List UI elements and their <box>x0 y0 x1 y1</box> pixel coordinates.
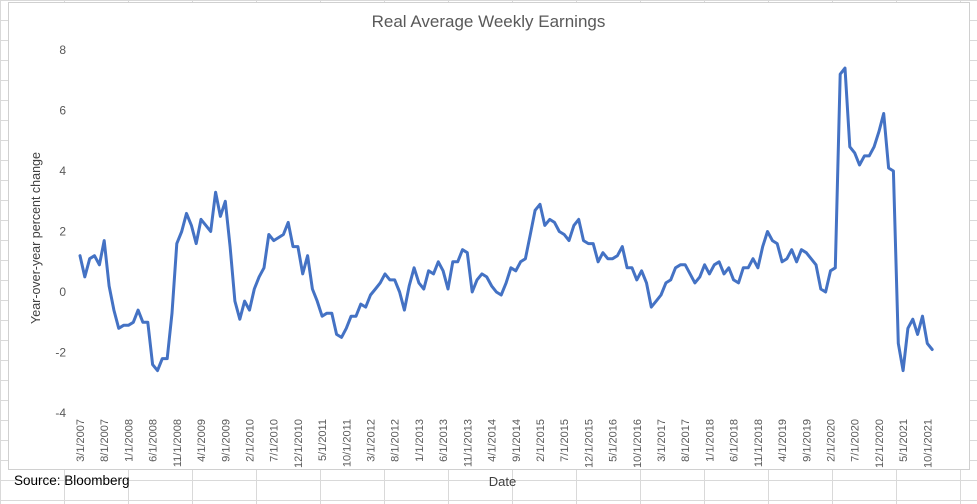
x-tick-label: 5/1/2011 <box>317 419 329 461</box>
x-tick-label: 2/1/2020 <box>825 419 837 462</box>
x-tick-label: 9/1/2014 <box>511 419 523 462</box>
x-tick-label: 6/1/2018 <box>729 419 741 462</box>
x-tick-label: 4/1/2019 <box>777 419 789 462</box>
x-tick-label: 10/1/2011 <box>341 419 353 467</box>
x-tick-label: 5/1/2016 <box>608 419 620 462</box>
y-axis-ticks: -4 -2 0 2 4 6 8 <box>55 43 66 420</box>
x-tick-label: 1/1/2013 <box>414 419 426 462</box>
y-tick-label: 6 <box>59 104 66 118</box>
x-tick-label: 1/1/2008 <box>123 419 135 462</box>
chart-title: Real Average Weekly Earnings <box>371 12 606 31</box>
y-tick-label: 4 <box>59 164 66 178</box>
x-tick-label: 9/1/2009 <box>220 419 232 462</box>
x-tick-label: 1/1/2018 <box>704 419 716 462</box>
x-tick-label: 7/1/2020 <box>850 419 862 462</box>
x-tick-label: 10/1/2016 <box>632 419 644 468</box>
y-axis-label: Year-over-year percent change <box>29 152 43 324</box>
x-tick-label: 12/1/2010 <box>293 419 305 468</box>
x-tick-label: 10/1/2021 <box>922 419 934 468</box>
x-tick-label: 7/1/2010 <box>269 419 281 462</box>
x-axis-label: Date <box>488 474 517 489</box>
chart-area[interactable] <box>8 2 970 470</box>
y-tick-label: 0 <box>59 285 66 299</box>
x-tick-label: 2/1/2010 <box>244 419 256 462</box>
x-tick-label: 3/1/2017 <box>656 419 668 462</box>
x-tick-label: 4/1/2009 <box>196 419 208 462</box>
x-tick-label: 9/1/2019 <box>801 419 813 462</box>
x-tick-label: 5/1/2021 <box>898 419 910 462</box>
x-tick-label: 8/1/2017 <box>680 419 692 462</box>
x-tick-label: 11/1/2008 <box>172 419 184 467</box>
x-tick-label: 12/1/2020 <box>874 419 886 468</box>
x-tick-label: 11/1/2018 <box>753 419 765 467</box>
x-tick-label: 3/1/2007 <box>75 419 87 462</box>
x-tick-label: 2/1/2015 <box>535 419 547 462</box>
series-line <box>78 66 934 373</box>
y-tick-label: 2 <box>59 225 66 239</box>
x-axis-ticks: 3/1/2007 8/1/2007 1/1/2008 6/1/2008 11/1/200… <box>75 419 934 468</box>
y-tick-label: -2 <box>55 346 66 360</box>
y-tick-label: -4 <box>55 406 66 420</box>
x-tick-label: 8/1/2012 <box>390 419 402 462</box>
x-tick-label: 4/1/2014 <box>487 419 499 462</box>
x-tick-label: 7/1/2015 <box>559 419 571 462</box>
x-tick-label: 11/1/2013 <box>462 419 474 467</box>
x-tick-label: 6/1/2008 <box>148 419 160 462</box>
y-tick-label: 8 <box>59 43 66 57</box>
x-tick-label: 12/1/2015 <box>583 419 595 468</box>
source-note: Source: Bloomberg <box>14 473 130 488</box>
x-tick-label: 3/1/2012 <box>366 419 378 462</box>
x-tick-label: 6/1/2013 <box>438 419 450 462</box>
x-tick-label: 8/1/2007 <box>99 419 111 462</box>
